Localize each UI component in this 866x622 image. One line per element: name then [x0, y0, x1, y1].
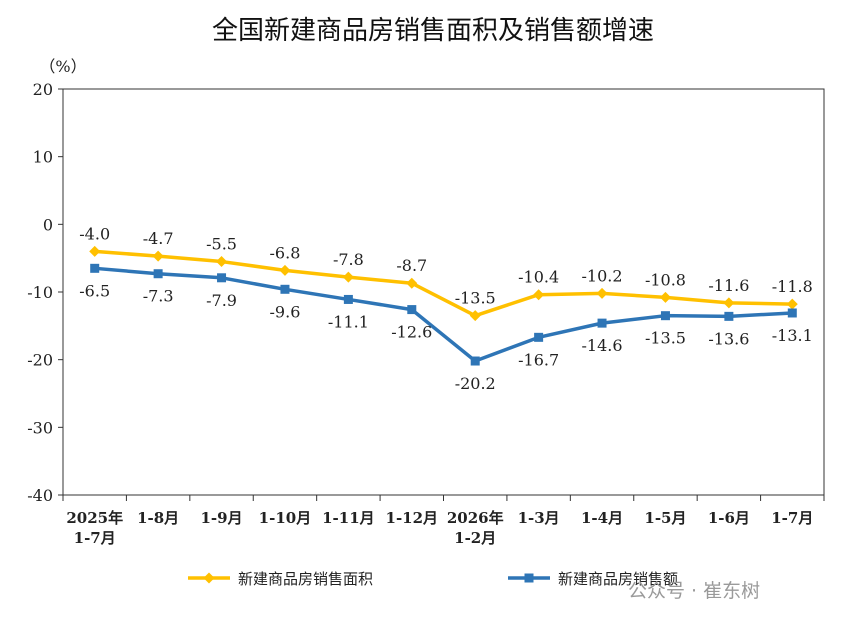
chart-title: 全国新建商品房销售面积及销售额增速	[211, 16, 654, 46]
data-point	[723, 297, 735, 309]
data-label: -5.5	[206, 235, 237, 254]
data-label: -10.8	[645, 270, 686, 289]
x-tick-label: 1-5月	[644, 509, 686, 527]
data-label: -4.0	[79, 224, 110, 243]
data-label: -16.7	[518, 350, 559, 369]
data-label: -11.6	[708, 276, 749, 295]
data-label: -7.3	[143, 287, 174, 306]
data-label: -10.4	[518, 268, 559, 287]
data-label: -13.6	[708, 329, 749, 348]
data-point	[660, 311, 670, 321]
data-label: -11.8	[772, 277, 813, 296]
data-label: -7.8	[333, 250, 364, 269]
data-label: -11.1	[328, 312, 369, 331]
data-point	[786, 298, 798, 310]
y-unit-label: （%）	[39, 57, 86, 76]
legend-marker	[524, 573, 534, 583]
watermark-text: 公众号 · 崔东树	[628, 580, 761, 602]
x-tick-label: 1-8月	[137, 509, 179, 527]
data-point	[216, 256, 228, 268]
data-label: -13.1	[772, 326, 813, 345]
data-label: -4.7	[143, 229, 174, 248]
data-point	[217, 273, 227, 283]
series-line-1	[94, 249, 793, 318]
y-tick-label: 0	[43, 215, 53, 234]
data-point	[596, 287, 608, 299]
data-point	[470, 356, 480, 366]
x-tick-label: 1-4月	[581, 509, 623, 527]
x-tick-label: 1-2月	[454, 529, 496, 547]
y-tick-label: 10	[33, 148, 53, 167]
y-tick-label: -20	[27, 351, 53, 370]
data-label: -12.6	[391, 323, 432, 342]
data-label: -14.6	[582, 336, 623, 355]
data-point	[787, 308, 797, 318]
x-tick-label: 1-3月	[518, 509, 560, 527]
data-point	[279, 264, 291, 276]
data-label: -8.7	[396, 256, 427, 275]
data-point	[724, 311, 734, 321]
legend-marker	[203, 572, 215, 584]
legend-label: 新建商品房销售面积	[238, 570, 373, 588]
data-point	[153, 269, 163, 279]
data-point	[152, 250, 164, 262]
y-tick-label: 20	[33, 80, 53, 99]
data-point	[597, 318, 607, 328]
y-tick-label: -40	[27, 486, 53, 505]
x-tick-label: 1-10月	[259, 509, 312, 527]
x-tick-label: 1-9月	[200, 509, 242, 527]
y-tick-label: -10	[27, 283, 53, 302]
x-tick-label: 1-6月	[708, 509, 750, 527]
data-label: -7.9	[206, 291, 237, 310]
data-point	[659, 291, 671, 303]
x-tick-label: 1-7月	[74, 529, 116, 547]
data-label: -6.5	[79, 281, 110, 300]
data-point	[407, 305, 417, 315]
data-label: -10.2	[582, 266, 623, 285]
x-tick-label: 2025年	[66, 509, 123, 527]
data-label: -13.5	[645, 329, 686, 348]
x-tick-label: 2026年	[447, 509, 504, 527]
data-point	[90, 263, 100, 273]
data-label: -20.2	[455, 374, 496, 393]
data-point	[534, 332, 544, 342]
data-point	[89, 245, 101, 257]
data-label: -13.5	[455, 289, 496, 308]
series-line-2	[94, 266, 793, 363]
data-point	[406, 277, 418, 289]
data-point	[533, 289, 545, 301]
x-tick-label: 1-7月	[771, 509, 813, 527]
data-point	[342, 271, 354, 283]
data-label: -9.6	[270, 302, 301, 321]
legend-label: 新建商品房销售额	[558, 570, 678, 588]
data-point	[343, 294, 353, 304]
data-label: -6.8	[270, 243, 301, 262]
data-point	[469, 310, 481, 322]
x-tick-label: 1-11月	[322, 509, 375, 527]
data-point	[280, 284, 290, 294]
y-tick-label: -30	[27, 418, 53, 437]
x-tick-label: 1-12月	[386, 509, 439, 527]
